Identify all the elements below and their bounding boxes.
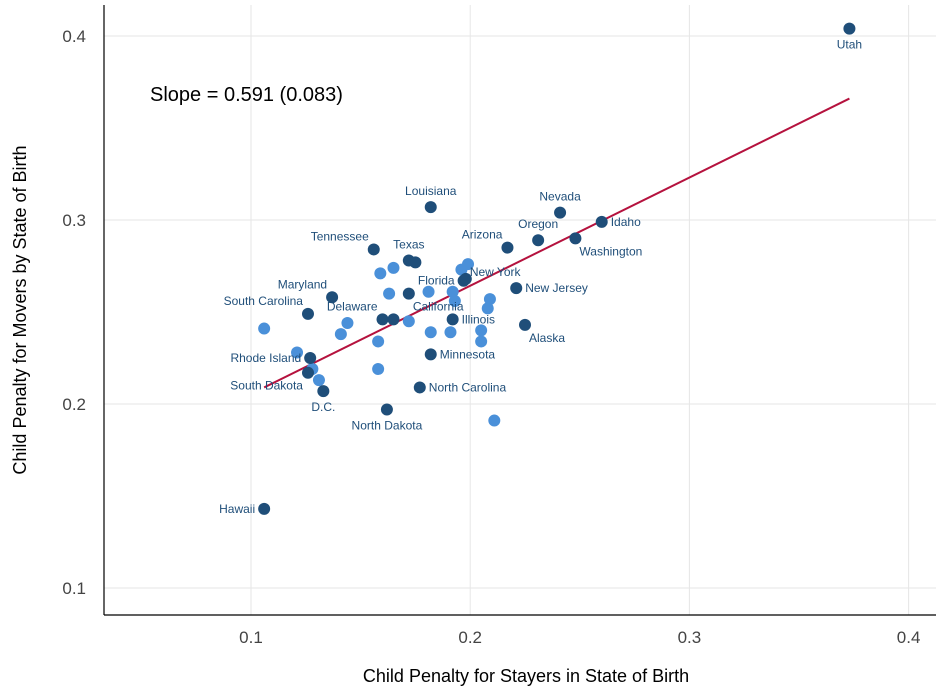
- data-point-state: [301, 307, 314, 320]
- data-point: [475, 335, 488, 348]
- data-point: [312, 374, 325, 387]
- point-label: South Dakota: [230, 379, 303, 393]
- data-point-state: [446, 313, 459, 326]
- y-tick-labels: 0.1 0.2 0.3 0.4: [62, 27, 86, 598]
- point-label: Arizona: [462, 228, 503, 242]
- data-point-state: [376, 313, 389, 326]
- x-tick-label: 0.4: [897, 628, 921, 647]
- data-point-state: [304, 352, 317, 364]
- data-point: [446, 285, 459, 298]
- data-point-state: [402, 287, 415, 300]
- data-point-state: [326, 291, 339, 304]
- data-point: [291, 346, 304, 359]
- point-label: Maryland: [278, 277, 327, 291]
- x-tick-label: 0.2: [458, 628, 482, 647]
- fit-line: [263, 97, 850, 389]
- point-label: Washington: [579, 244, 642, 258]
- data-point-state: [367, 243, 380, 256]
- point-label: Oregon: [518, 217, 558, 231]
- data-point-state: [409, 256, 422, 269]
- data-point: [372, 363, 385, 376]
- data-point-state: [510, 282, 523, 295]
- data-point: [448, 294, 461, 307]
- data-point-state: [387, 313, 400, 326]
- x-tick-label: 0.1: [239, 628, 263, 647]
- slope-annotation: Slope = 0.591 (0.083): [150, 84, 343, 106]
- point-label: Rhode Island: [230, 351, 301, 365]
- data-point-state: [595, 215, 608, 228]
- data-point-state: [424, 201, 437, 214]
- point-label: Texas: [393, 237, 424, 251]
- x-axis-title: Child Penalty for Stayers in State of Bi…: [363, 666, 689, 686]
- point-label: Idaho: [611, 215, 641, 229]
- point-label: Delaware: [327, 299, 378, 313]
- data-point: [402, 315, 415, 328]
- data-point-state: [380, 403, 393, 416]
- point-label: Florida: [418, 274, 455, 288]
- axes: [103, 5, 936, 616]
- data-point: [483, 293, 496, 306]
- point-labels-group: Utah Louisiana Nevada Idaho Oregon Washington…: [219, 38, 862, 516]
- y-axis-title: Child Penalty for Movers by State of Bir…: [10, 145, 30, 474]
- data-point-state: [459, 272, 472, 285]
- data-point-state: [317, 385, 330, 398]
- point-label: D.C.: [311, 400, 335, 414]
- point-label: South Carolina: [224, 294, 304, 308]
- y-tick-label: 0.1: [62, 579, 86, 598]
- y-tick-label: 0.2: [62, 395, 86, 414]
- data-point-state: [532, 234, 545, 247]
- data-point: [341, 317, 354, 330]
- data-point-state: [424, 348, 437, 361]
- x-tick-label: 0.3: [678, 628, 702, 647]
- data-point-state: [258, 502, 271, 515]
- data-point: [383, 287, 396, 300]
- data-point: [488, 414, 501, 427]
- point-label: Louisiana: [405, 184, 457, 198]
- data-point: [334, 328, 347, 341]
- points-group: [258, 22, 856, 515]
- y-tick-label: 0.4: [62, 27, 86, 46]
- point-label: California: [413, 300, 464, 314]
- point-label: Utah: [837, 38, 862, 52]
- data-point: [258, 322, 271, 335]
- data-point: [475, 324, 488, 337]
- point-label: Illinois: [462, 312, 495, 326]
- point-label: Hawaii: [219, 502, 255, 516]
- data-point-state: [569, 232, 582, 245]
- data-point: [481, 302, 494, 315]
- y-tick-label: 0.3: [62, 211, 86, 230]
- data-point: [444, 326, 457, 339]
- data-point-state: [519, 318, 531, 331]
- point-label: Tennessee: [311, 229, 369, 243]
- point-label: North Dakota: [352, 419, 423, 433]
- point-label: Nevada: [539, 190, 581, 204]
- data-point: [374, 267, 387, 280]
- point-label: Minnesota: [440, 347, 496, 361]
- data-point-state: [843, 22, 856, 35]
- data-point-state: [501, 241, 514, 254]
- point-label: Alaska: [529, 331, 565, 345]
- data-point: [422, 285, 435, 298]
- data-point-state: [301, 366, 314, 379]
- fit-line-group: [263, 97, 850, 389]
- grid: [104, 5, 936, 615]
- data-point: [462, 258, 475, 271]
- point-label: New York: [470, 265, 522, 279]
- data-point: [372, 335, 385, 348]
- data-point-state: [554, 206, 567, 219]
- data-point: [424, 326, 437, 339]
- data-point: [387, 261, 400, 274]
- x-tick-labels: 0.1 0.2 0.3 0.4: [239, 628, 920, 647]
- point-label: North Carolina: [429, 380, 507, 394]
- point-label: New Jersey: [525, 281, 588, 295]
- data-point-state: [413, 381, 426, 394]
